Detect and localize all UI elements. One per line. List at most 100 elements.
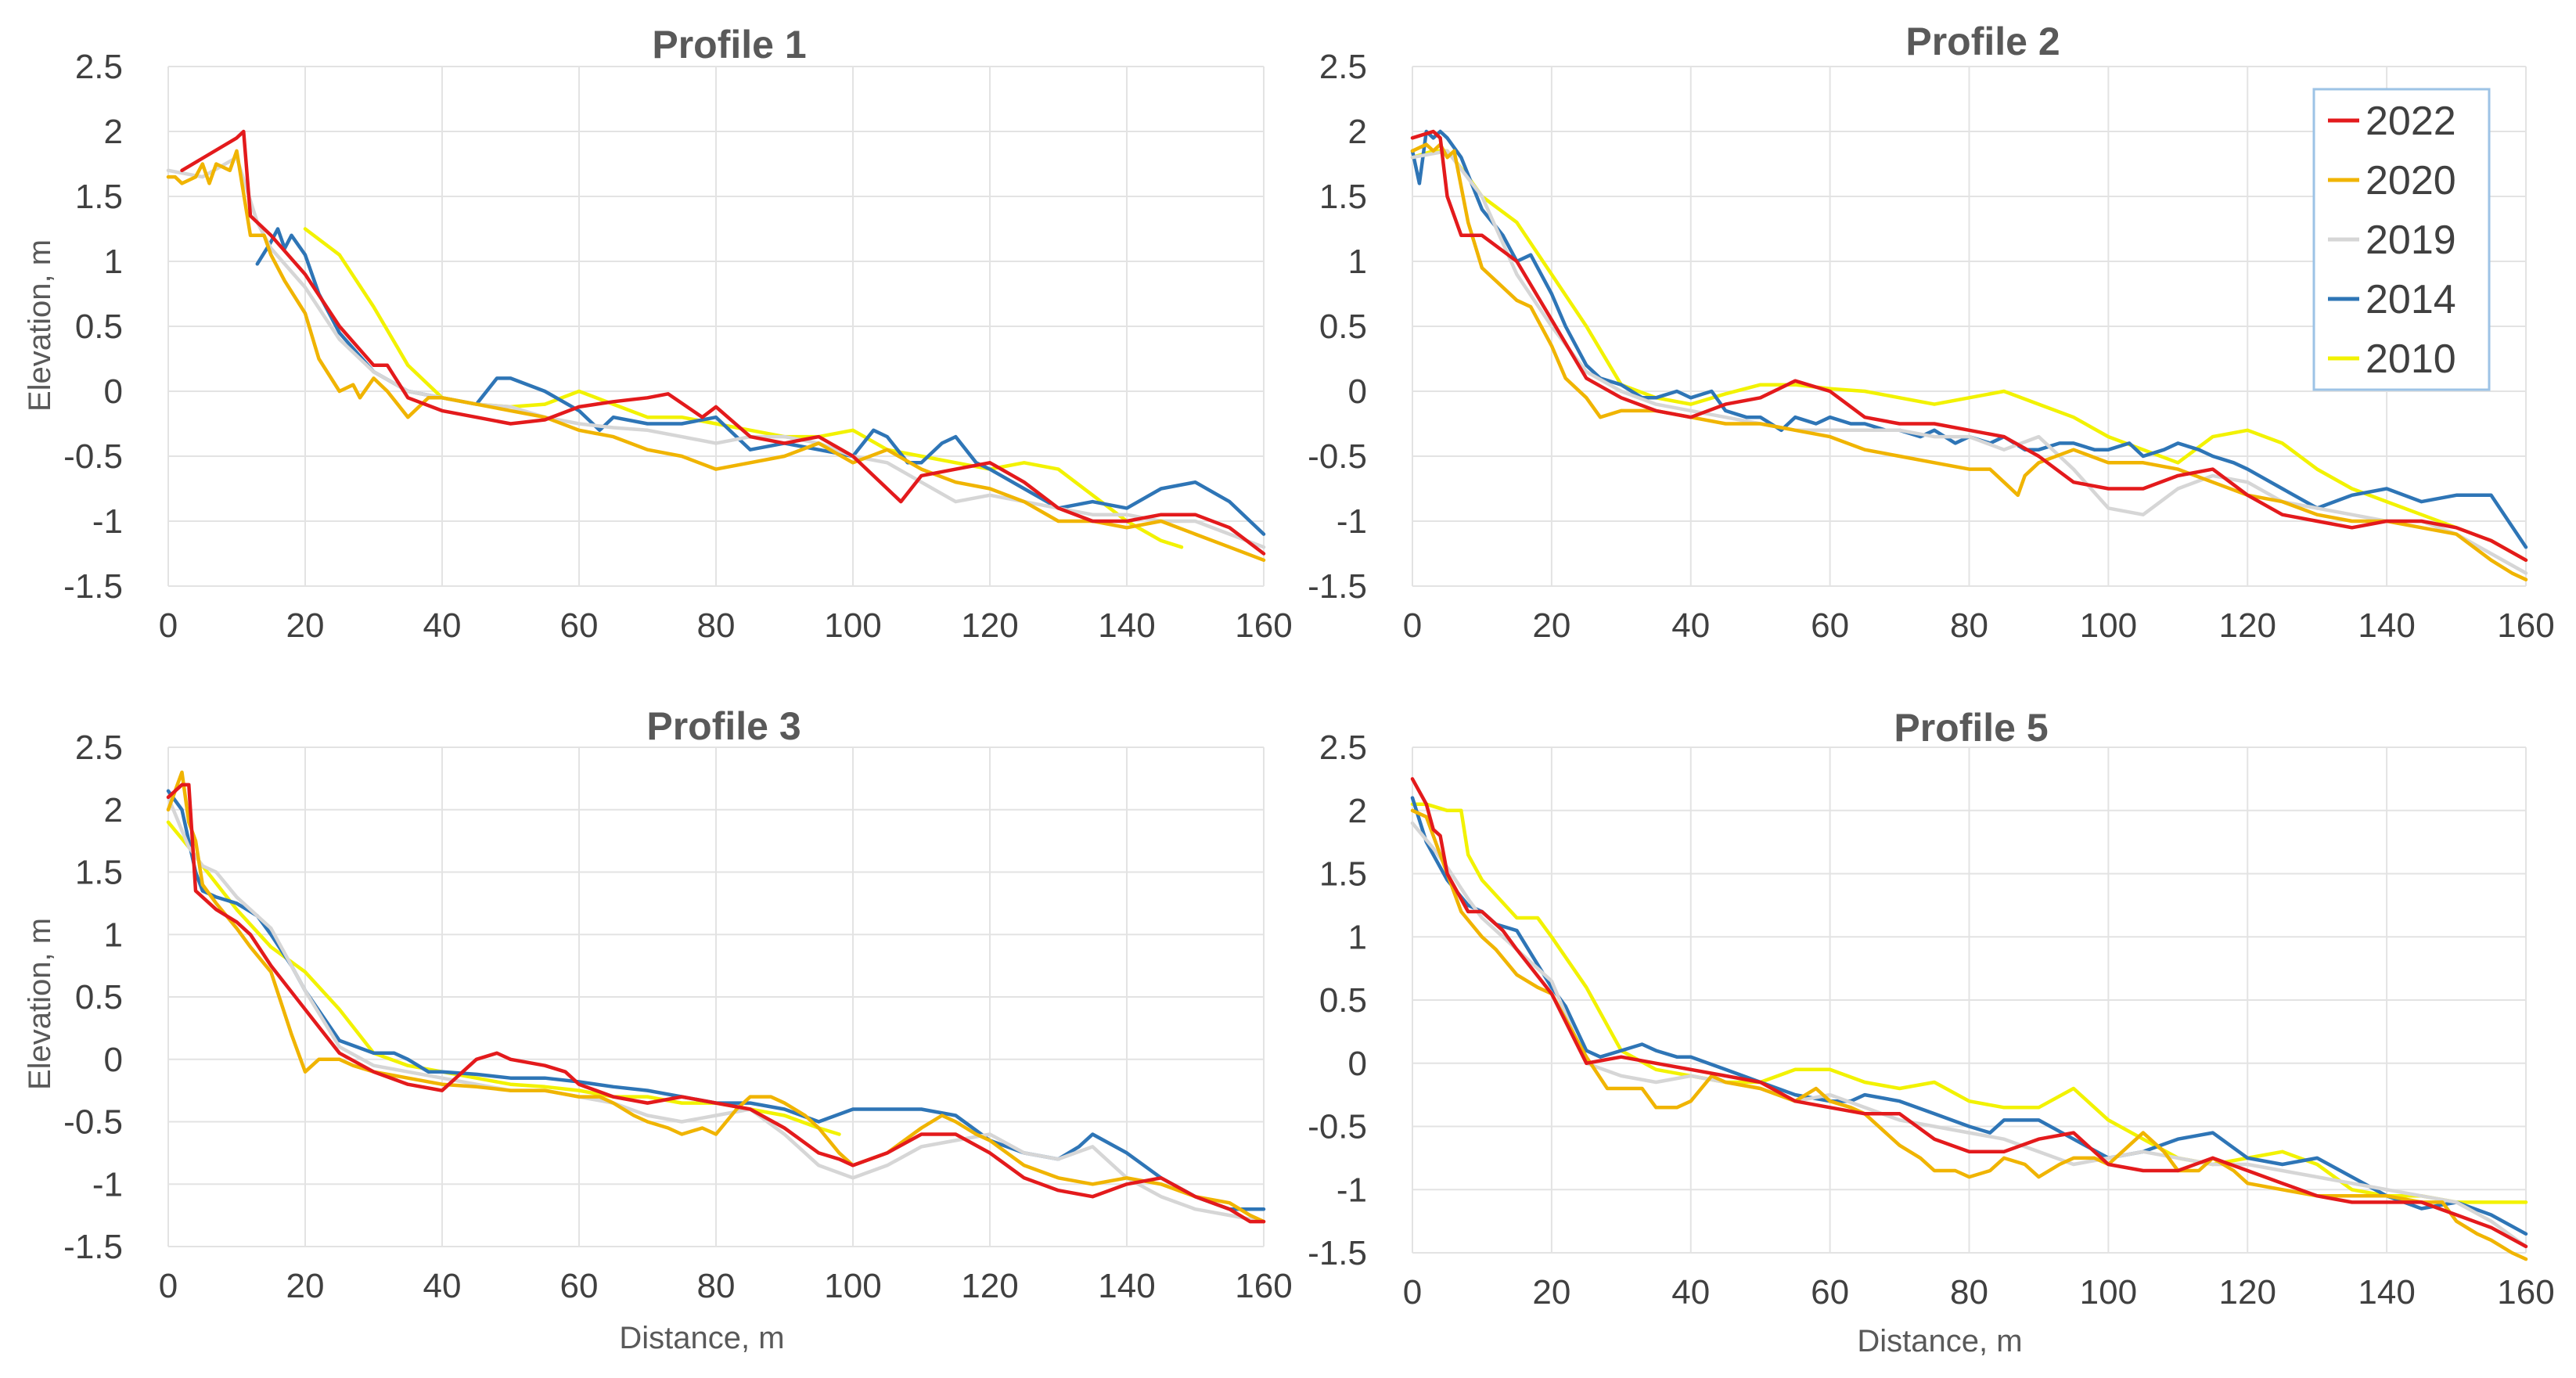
series-line-2022 <box>180 129 1266 556</box>
x-tick-label: 140 <box>1098 606 1155 645</box>
x-tick-label: 40 <box>423 606 462 645</box>
y-tick-label: -0.5 <box>1308 1108 1367 1146</box>
y-tick-label: -1.5 <box>1308 1234 1367 1272</box>
y-tick-label: -1.5 <box>1308 567 1367 606</box>
x-tick-label: 40 <box>423 1267 462 1305</box>
y-tick-label: 1 <box>1348 918 1367 956</box>
x-tick-label: 40 <box>1671 1273 1710 1311</box>
legend-label-2019: 2019 <box>2366 218 2456 263</box>
series-line-2022 <box>1410 129 2528 563</box>
gridlines <box>1412 66 2527 587</box>
series-line-2010 <box>1410 802 2528 1204</box>
x-tick-label: 60 <box>1811 606 1849 645</box>
x-tick-label: 20 <box>286 606 325 645</box>
x-tick-label: 160 <box>2497 1273 2554 1311</box>
y-tick-label: 1.5 <box>75 178 123 216</box>
series-line-2019 <box>1410 149 2528 575</box>
series-line-2019 <box>166 795 1266 1224</box>
x-tick-label: 80 <box>697 606 736 645</box>
y-tick-label: 0 <box>104 372 123 411</box>
chart-title: Profile 5 <box>1894 706 2048 750</box>
y-tick-label: -0.5 <box>1308 437 1367 476</box>
x-axis-label: Distance, m <box>619 1321 784 1355</box>
series-lines <box>166 770 1266 1224</box>
x-tick-label: 160 <box>2497 606 2554 645</box>
x-tick-label: 20 <box>1532 606 1570 645</box>
y-tick-label: 2 <box>104 791 123 829</box>
y-tick-label: -1.5 <box>63 567 123 606</box>
x-tick-label: 60 <box>560 606 599 645</box>
y-tick-label: 0 <box>104 1041 123 1079</box>
y-tick-label: -0.5 <box>63 437 123 476</box>
x-tick-label: 20 <box>286 1267 325 1305</box>
x-tick-label: 0 <box>159 606 178 645</box>
series-line-2014 <box>255 227 1266 536</box>
series-lines <box>1410 129 2528 581</box>
y-tick-label: 0.5 <box>1319 981 1367 1020</box>
series-line-2020 <box>1410 142 2528 581</box>
x-tick-label: 0 <box>1403 1273 1422 1311</box>
chart-panel-profile-1: Profile 1 Elevation, m 2.5 2 1.5 1 0.5 0 -0.5 -… <box>23 23 1293 645</box>
series-lines <box>1410 777 2528 1261</box>
x-tick-label: 60 <box>560 1267 599 1305</box>
x-tick-label: 140 <box>2358 1273 2415 1311</box>
x-tick-label: 40 <box>1671 606 1710 645</box>
x-tick-label: 160 <box>1235 606 1292 645</box>
y-tick-label: 1 <box>1348 243 1367 281</box>
x-tick-label: 120 <box>961 1267 1018 1305</box>
y-tick-label: 0.5 <box>75 978 123 1016</box>
y-tick-label: 2 <box>1348 792 1367 830</box>
x-tick-label: 140 <box>2358 606 2415 645</box>
x-axis-label: Distance, m <box>1857 1324 2022 1358</box>
x-tick-label: 0 <box>159 1267 178 1305</box>
y-tick-label: 1.5 <box>1319 855 1367 894</box>
x-tick-label: 100 <box>2080 1273 2137 1311</box>
x-tick-label: 20 <box>1532 1273 1570 1311</box>
series-line-2014 <box>1410 129 2528 549</box>
y-tick-label: 0.5 <box>75 308 123 346</box>
series-line-2020 <box>166 149 1266 563</box>
series-line-2010 <box>1410 149 2528 563</box>
y-axis-label: Elevation, m <box>23 918 57 1090</box>
y-tick-label: 2.5 <box>75 48 123 86</box>
y-tick-label: 1.5 <box>75 854 123 892</box>
series-line-2010 <box>166 820 841 1136</box>
legend-label-2010: 2010 <box>2366 336 2456 382</box>
y-tick-label: -1 <box>1337 502 1367 541</box>
y-tick-label: 1 <box>104 243 123 281</box>
legend-label-2020: 2020 <box>2366 158 2456 203</box>
chart-panel-profile-2: Profile 2 2.5 2 1.5 1 0.5 0 -0.5 -1 -1.5 0 20 40 60 8… <box>1308 20 2555 645</box>
y-tick-label: 2 <box>104 113 123 151</box>
y-tick-label: 1.5 <box>1319 178 1367 216</box>
x-tick-label: 100 <box>824 606 881 645</box>
y-tick-label: 0 <box>1348 1045 1367 1083</box>
x-tick-label: 120 <box>961 606 1018 645</box>
x-tick-label: 0 <box>1403 606 1422 645</box>
series-line-2019 <box>1410 821 2528 1249</box>
y-tick-label: -1 <box>92 502 123 541</box>
y-axis-label: Elevation, m <box>23 239 57 412</box>
x-tick-label: 100 <box>824 1267 881 1305</box>
x-tick-label: 100 <box>2080 606 2137 645</box>
chart-panel-profile-3: Profile 3 Elevation, m Distance, m 2.5 2 1… <box>23 704 1293 1355</box>
chart-title: Profile 2 <box>1905 20 2060 63</box>
x-tick-label: 120 <box>2219 606 2276 645</box>
chart-panel-profile-5: Profile 5 Distance, m 2.5 2 1.5 1 0.5 0 -0.5 -1… <box>1308 706 2555 1358</box>
x-tick-label: 120 <box>2219 1273 2276 1311</box>
x-tick-label: 80 <box>1950 1273 1988 1311</box>
y-tick-label: -0.5 <box>63 1103 123 1142</box>
legend-label-2014: 2014 <box>2366 277 2456 322</box>
x-tick-label: 80 <box>697 1267 736 1305</box>
series-line-2020 <box>166 770 1266 1224</box>
y-tick-label: 2.5 <box>1319 48 1367 86</box>
series-lines <box>166 129 1266 563</box>
series-line-2010 <box>303 227 1184 549</box>
x-tick-label: 140 <box>1098 1267 1155 1305</box>
y-tick-label: 0 <box>1348 372 1367 411</box>
y-tick-label: 1 <box>104 916 123 954</box>
y-tick-label: 2.5 <box>1319 729 1367 767</box>
y-tick-label: -1.5 <box>63 1228 123 1266</box>
gridlines <box>167 66 1265 587</box>
series-line-2022 <box>1410 777 2528 1249</box>
